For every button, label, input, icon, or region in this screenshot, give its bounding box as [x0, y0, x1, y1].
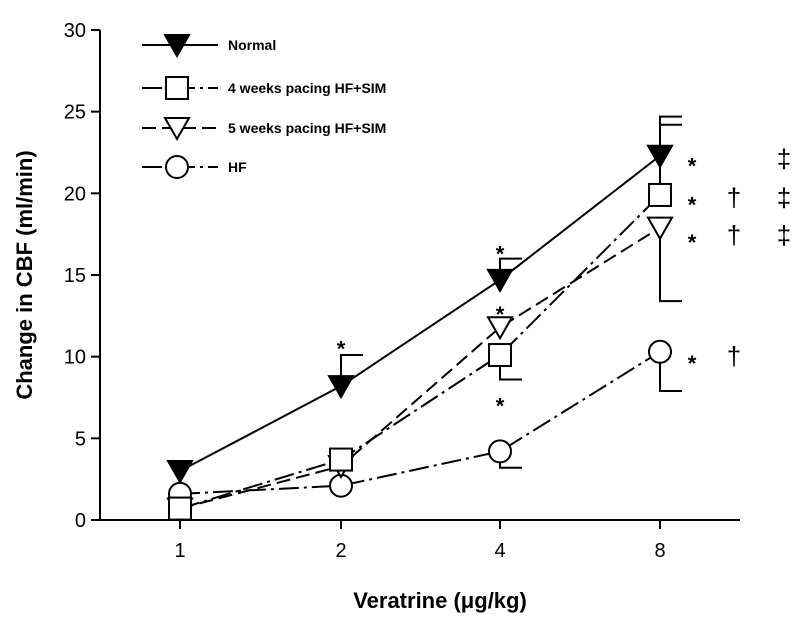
data-point [486, 316, 514, 341]
significance-asterisk: * [496, 394, 505, 419]
significance-asterisk: * [496, 302, 505, 327]
x-ticks: 1 2 4 8 [174, 520, 666, 562]
y-tick-label: 25 [64, 102, 86, 124]
series-1 [168, 123, 682, 521]
significance-asterisk: * [496, 242, 505, 267]
significance-asterisk: * [688, 230, 697, 255]
series-line [179, 350, 661, 495]
data-point [329, 447, 353, 472]
legend-marker [165, 155, 189, 179]
data-point [648, 182, 672, 207]
plot-area: 0 5 10 15 20 25 30 1 2 4 8 * * * * * ‡ * † ‡ * † ‡ * † Normal 4… [64, 20, 791, 562]
data-point [488, 343, 512, 368]
series-0 [166, 115, 682, 485]
y-tick-label: 0 [75, 510, 86, 532]
y-tick-label: 30 [64, 20, 86, 42]
legend-marker [165, 76, 189, 100]
data-point [488, 439, 512, 464]
legend-label: HF [228, 159, 247, 175]
x-tick-label: 2 [335, 540, 346, 562]
data-point [646, 216, 674, 241]
significance-asterisk: * [337, 336, 346, 361]
legend-marker [163, 34, 191, 59]
significance-symbol: † [727, 220, 741, 250]
data-point [166, 460, 194, 485]
data-point [486, 268, 514, 293]
legend-item: HF [142, 155, 247, 179]
legend: Normal 4 weeks pacing HF+SIM 5 weeks pacin… [142, 34, 386, 179]
y-tick-label: 5 [75, 428, 86, 450]
significance-symbol: ‡ [777, 143, 791, 173]
legend-item: 4 weeks pacing HF+SIM [142, 76, 386, 100]
y-ticks: 0 5 10 15 20 25 30 [64, 20, 100, 532]
x-tick-label: 8 [654, 540, 665, 562]
data-point [648, 339, 672, 364]
legend-label: Normal [228, 37, 276, 53]
series-2 [166, 216, 682, 522]
annotation-layer: * * * * * ‡ * † ‡ * † ‡ * † [337, 143, 792, 418]
significance-symbol: † [727, 183, 741, 213]
y-tick-label: 15 [64, 265, 86, 287]
legend-label: 4 weeks pacing HF+SIM [228, 80, 386, 96]
significance-symbol: † [727, 341, 741, 371]
data-point [646, 144, 674, 169]
series-3 [168, 339, 682, 506]
legend-item: Normal [142, 34, 276, 59]
significance-symbol: ‡ [777, 220, 791, 250]
significance-asterisk: * [688, 351, 697, 376]
significance-asterisk: * [688, 193, 697, 218]
legend-label: 5 weeks pacing HF+SIM [228, 120, 386, 136]
significance-asterisk: * [688, 153, 697, 178]
series-line [179, 154, 661, 472]
data-point [168, 496, 192, 521]
x-axis-title: Veratrine (μg/kg) [353, 588, 527, 613]
y-tick-label: 20 [64, 183, 86, 205]
significance-symbol: ‡ [777, 183, 791, 213]
data-point [327, 375, 355, 400]
series-line [179, 194, 661, 510]
y-axis-title: Change in CBF (ml/min) [12, 150, 37, 399]
series-layer [166, 115, 682, 522]
legend-marker [163, 117, 191, 142]
series-line [179, 226, 661, 510]
x-tick-label: 4 [494, 540, 505, 562]
x-tick-label: 1 [174, 540, 185, 562]
legend-item: 5 weeks pacing HF+SIM [142, 117, 386, 142]
y-tick-label: 10 [64, 347, 86, 369]
